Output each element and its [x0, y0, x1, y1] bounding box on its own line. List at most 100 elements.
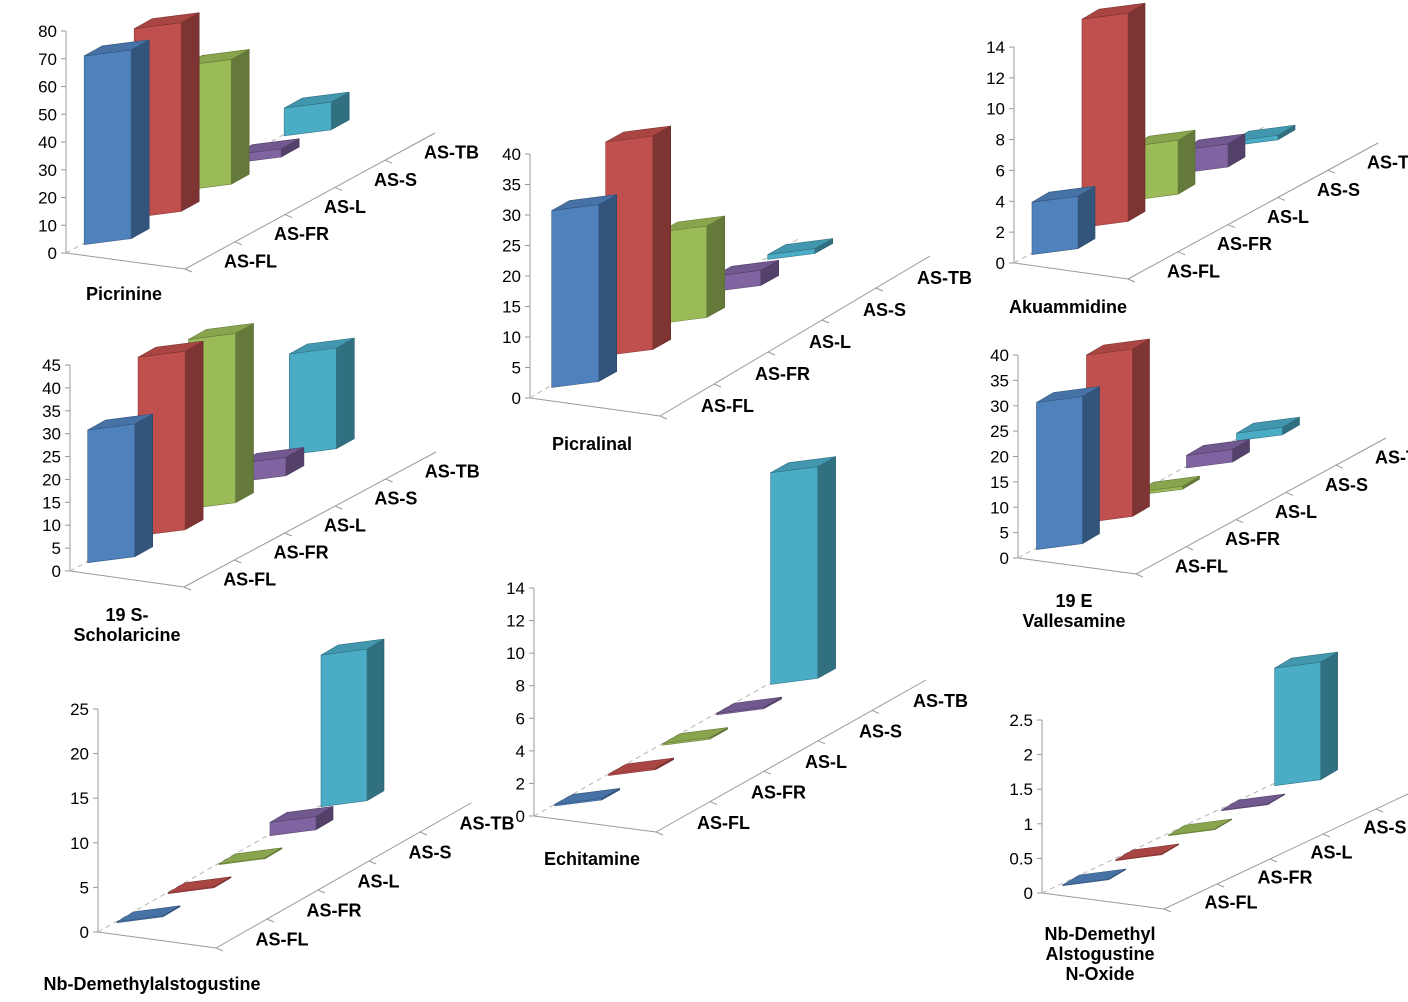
category-label-as-l: AS-L — [1311, 843, 1353, 863]
bar-top-face — [1086, 338, 1150, 356]
category-label-as-l: AS-L — [324, 516, 366, 536]
depth-tick-mark — [1163, 908, 1172, 913]
bar-top-face — [1236, 416, 1300, 434]
category-label-as-s: AS-S — [1325, 475, 1368, 495]
category-label-as-tb: AS-TB — [917, 268, 972, 288]
bar-as-fr — [1081, 2, 1146, 228]
category-label-as-fl: AS-FL — [224, 251, 277, 271]
depth-tick-mark — [1375, 808, 1384, 813]
depth-tick-mark — [713, 383, 722, 388]
bar-as-tb — [288, 337, 355, 456]
y-tick-label: 4 — [996, 192, 1005, 211]
bar-side-face — [706, 215, 726, 319]
depth-tick-mark — [1227, 224, 1236, 229]
depth-tick-mark — [871, 709, 880, 714]
chart-title: 19 E — [1055, 591, 1092, 611]
y-tick-label: 0 — [52, 562, 61, 581]
bar-front-face — [1036, 396, 1083, 550]
chart-title: Echitamine — [544, 849, 640, 869]
y-tick-label: 35 — [42, 402, 61, 421]
bar-top-face — [608, 757, 674, 775]
bar-side-face — [1127, 2, 1146, 222]
y-tick-label: 30 — [502, 206, 521, 225]
bar-as-fr — [1086, 338, 1150, 523]
bar-side-face — [180, 12, 200, 212]
bar-top-face — [551, 194, 617, 211]
y-tick-label: 6 — [996, 161, 1005, 180]
depth-tick-mark — [1269, 858, 1278, 863]
depth-axis-line — [184, 132, 436, 270]
y-tick-label: 10 — [986, 100, 1005, 119]
y-tick-label: 14 — [986, 38, 1005, 57]
bar-top-face — [1062, 868, 1126, 886]
depth-tick-mark — [1235, 519, 1244, 524]
category-label-as-fr: AS-FR — [751, 782, 806, 802]
bar-top-face — [167, 876, 232, 894]
chart-title: Alstogustine — [1045, 944, 1154, 964]
category-label-as-tb: AS-TB — [424, 143, 479, 163]
bar-as-fl — [1062, 868, 1126, 887]
bar-front-face — [288, 347, 337, 456]
y-tick-label: 5 — [52, 539, 61, 558]
bar-top-face — [320, 638, 385, 656]
bar-as-fl — [551, 194, 618, 388]
category-label-as-fl: AS-FL — [697, 813, 750, 833]
x-axis-line — [65, 252, 186, 270]
category-label-as-l: AS-L — [1275, 502, 1317, 522]
depth-tick-mark — [1135, 573, 1144, 578]
y-tick-label: 1 — [1024, 815, 1033, 834]
depth-tick-mark — [767, 351, 776, 356]
y-tick-label: 1.5 — [1009, 780, 1033, 799]
y-tick-label: 10 — [506, 644, 525, 663]
y-tick-label: 30 — [990, 397, 1009, 416]
category-label-as-fr: AS-FR — [755, 364, 810, 384]
category-label-as-l: AS-L — [324, 197, 366, 217]
chart-title: Picralinal — [552, 434, 632, 454]
y-tick-label: 80 — [38, 22, 57, 41]
x-axis-line — [69, 570, 185, 588]
category-label-as-fr: AS-FR — [307, 901, 362, 921]
bar-top-face — [137, 340, 204, 358]
bar-side-face — [230, 48, 250, 185]
y-tick-label: 15 — [502, 298, 521, 317]
bar-top-face — [1186, 439, 1250, 456]
chart-title: Scholaricine — [73, 625, 180, 645]
depth-tick-mark — [1277, 196, 1286, 201]
bar-side-face — [1077, 185, 1096, 250]
bar-top-face — [1081, 2, 1146, 20]
category-label-as-l: AS-L — [809, 332, 851, 352]
y-tick-label: 0 — [48, 244, 57, 263]
category-label-as-fr: AS-FR — [1225, 529, 1280, 549]
bar-as-l — [662, 727, 728, 746]
bar-top-face — [554, 788, 620, 805]
x-axis-line — [1017, 557, 1137, 575]
y-tick-label: 35 — [502, 176, 521, 195]
depth-tick-mark — [817, 740, 826, 745]
depth-tick-mark — [215, 947, 224, 952]
y-tick-label: 15 — [42, 493, 61, 512]
y-tick-label: 2 — [996, 223, 1005, 242]
chart-title: Nb-Demethyl — [1044, 924, 1155, 944]
y-tick-label: 5 — [80, 878, 89, 897]
bar-top-face — [289, 337, 355, 355]
bar-top-face — [659, 215, 725, 233]
y-tick-label: 20 — [70, 745, 89, 764]
x-axis-line — [1041, 892, 1165, 910]
category-label-as-tb: AS-TB — [460, 814, 515, 834]
y-tick-label: 0 — [80, 923, 89, 942]
bar-front-face — [1274, 661, 1321, 787]
bar-side-face — [184, 340, 204, 531]
bar-top-face — [770, 456, 836, 473]
bar-as-tb — [1274, 651, 1338, 787]
y-tick-label: 0 — [1024, 884, 1033, 903]
bar-top-face — [84, 39, 150, 57]
bar-front-face — [320, 648, 368, 808]
depth-axis-line — [1135, 437, 1387, 575]
category-label-as-s: AS-S — [859, 722, 902, 742]
category-label-as-s: AS-S — [409, 843, 452, 863]
category-label-as-tb: AS-TB — [913, 691, 968, 711]
y-tick-label: 10 — [990, 498, 1009, 517]
chart-4: 0 5 10 15 20 25 30 35 40 45 AS-FL AS-FR AS-L AS-S AS-T… — [42, 322, 480, 645]
depth-tick-mark — [1177, 251, 1186, 256]
depth-tick-mark — [1335, 464, 1344, 469]
